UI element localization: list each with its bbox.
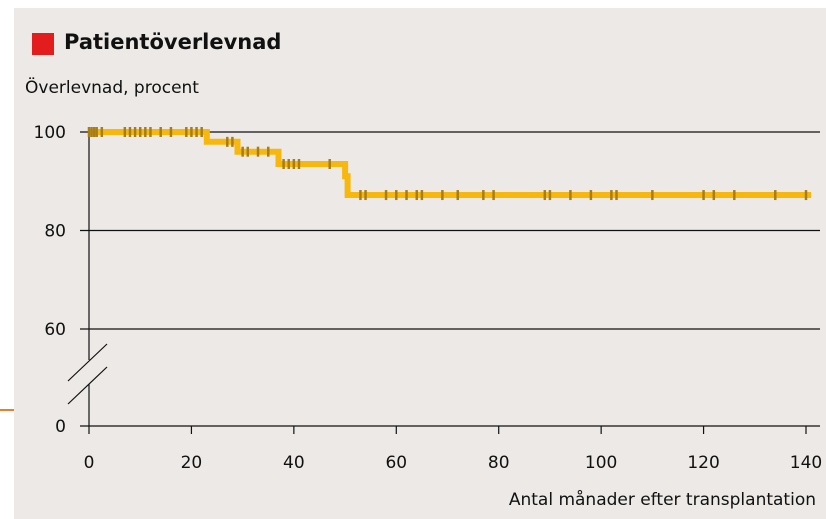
x-axis-label: Antal månader efter transplantation — [508, 490, 816, 510]
chart-panel — [14, 8, 826, 519]
title-marker-square — [32, 33, 54, 55]
y-tick-label-80: 80 — [44, 222, 66, 242]
chart-title: Patientöverlevnad — [64, 30, 282, 54]
y-axis-label: Överlevnad, procent — [25, 78, 199, 98]
x-tick-label-80: 80 — [488, 453, 510, 473]
x-tick-label-20: 20 — [181, 453, 203, 473]
x-tick-label-120: 120 — [687, 453, 719, 473]
survival-curve — [89, 129, 812, 198]
x-tick-label-100: 100 — [585, 453, 617, 473]
x-tick-label-60: 60 — [385, 453, 407, 473]
axis-break-mark-2 — [67, 366, 108, 405]
y-tick-label-100: 100 — [34, 123, 66, 143]
axis-break-mark-1 — [67, 343, 108, 382]
decorative-orange-line — [0, 409, 14, 411]
y-tick-label-0: 0 — [55, 417, 66, 437]
x-tick-label-0: 0 — [84, 453, 95, 473]
x-tick-label-140: 140 — [790, 453, 822, 473]
y-tick-label-60: 60 — [44, 320, 66, 340]
x-tick-label-40: 40 — [283, 453, 305, 473]
